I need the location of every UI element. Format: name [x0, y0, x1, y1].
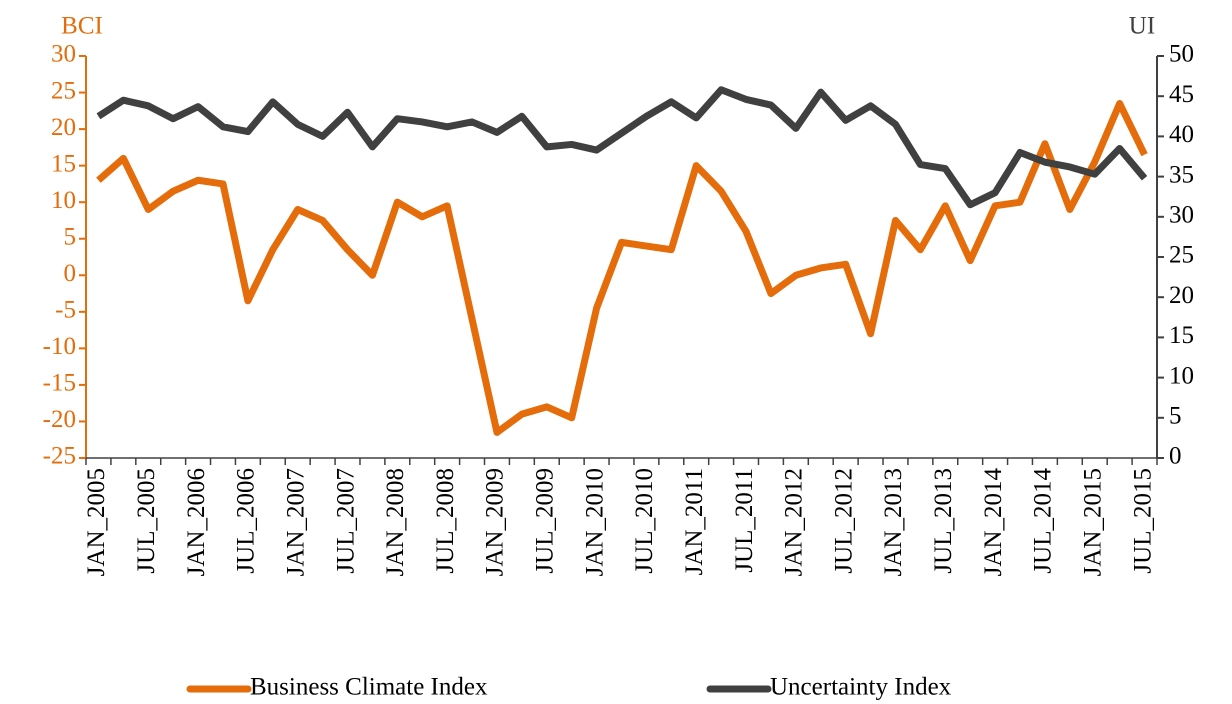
x-tick-label: JUL_2006 [233, 468, 260, 574]
series-line [96, 86, 1148, 209]
y-tick-label: 15 [51, 150, 76, 177]
y-tick-label: 0 [64, 260, 77, 287]
y2-tick-label: 40 [1169, 121, 1194, 148]
y2-axis-label: UI [1129, 13, 1155, 40]
x-tick-label: JUL_2011 [731, 468, 758, 573]
y-tick-label: 5 [64, 223, 77, 250]
y2-tick-label: 0 [1169, 443, 1182, 470]
x-tick-label: JAN_2006 [183, 468, 210, 576]
x-tick-label: JAN_2015 [1079, 468, 1106, 576]
y2-tick-label: 45 [1169, 81, 1194, 108]
y2-tick-label: 5 [1169, 403, 1182, 430]
y2-tick-label: 15 [1169, 322, 1194, 349]
x-tick-label: JAN_2010 [581, 468, 608, 576]
y-tick-label: -10 [43, 333, 76, 360]
y2-tick-label: 25 [1169, 242, 1194, 269]
x-tick-label: JUL_2015 [1129, 468, 1156, 574]
y-tick-label: -20 [43, 406, 76, 433]
x-tick-label: JAN_2014 [980, 468, 1007, 577]
x-tick-label: JAN_2005 [83, 468, 110, 576]
x-tick-label: JAN_2011 [681, 468, 708, 575]
y-tick-label: 20 [51, 114, 76, 141]
x-tick-label: JAN_2013 [880, 468, 907, 576]
series-line [96, 100, 1148, 436]
x-tick-label: JUL_2013 [930, 468, 957, 574]
x-tick-label: JAN_2008 [382, 468, 409, 576]
x-tick-label: JUL_2005 [133, 468, 160, 574]
y2-tick-label: 10 [1169, 362, 1194, 389]
y2-tick-label: 20 [1169, 282, 1194, 309]
x-tick-label: JUL_2009 [532, 468, 559, 574]
y2-tick-label: 30 [1169, 202, 1194, 229]
y2-tick-label: 50 [1169, 41, 1194, 68]
y-tick-label: -25 [43, 443, 76, 470]
y-tick-label: 10 [51, 187, 76, 214]
legend-label: Business Climate Index [250, 674, 488, 701]
y-tick-label: -15 [43, 370, 76, 397]
y-tick-label: 30 [51, 41, 76, 68]
y-axis-label: BCI [61, 13, 103, 40]
y-tick-label: 25 [51, 77, 76, 104]
x-tick-label: JUL_2007 [332, 468, 359, 574]
x-tick-label: JUL_2008 [432, 468, 459, 574]
x-tick-label: JAN_2012 [781, 468, 808, 576]
x-tick-label: JUL_2014 [1030, 468, 1057, 574]
x-tick-label: JUL_2012 [830, 468, 857, 574]
y2-tick-label: 35 [1169, 161, 1194, 188]
legend-label: Uncertainty Index [770, 674, 952, 701]
y-tick-label: -5 [55, 297, 76, 324]
x-tick-label: JAN_2007 [282, 468, 309, 576]
x-tick-label: JAN_2009 [482, 468, 509, 576]
x-tick-label: JUL_2010 [631, 468, 658, 574]
